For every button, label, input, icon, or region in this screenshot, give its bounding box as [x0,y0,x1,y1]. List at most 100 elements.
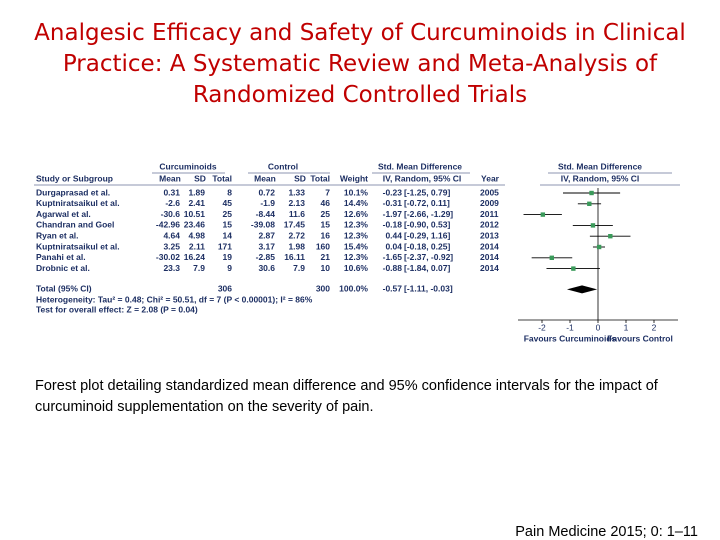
effect-marker [608,234,613,239]
cell: 2.72 [288,230,305,240]
column-header: IV, Random, 95% CI [561,173,640,183]
column-header: SD [194,173,206,183]
caption: Forest plot detailing standardized mean … [35,378,658,415]
cell: -30.02 [156,252,180,262]
cell: 3.17 [258,241,275,251]
study-name: Total (95% CI) [36,284,92,294]
favours-label: Favours Control [607,333,673,343]
cell: -0.88 [383,263,403,273]
cell: 12.3% [344,252,369,262]
effect-marker [589,190,594,196]
cell: -30.6 [161,209,181,219]
cell: 17.45 [284,220,306,230]
cell: 8 [227,187,232,197]
tick-label: 1 [624,322,629,332]
cell: 16 [321,230,331,240]
cell: 2012 [480,220,499,230]
effect-marker [549,255,554,260]
cell: 0.04 [385,241,402,251]
cell: 23.3 [163,263,180,273]
column-header: Total [212,173,232,183]
cell: 2014 [480,241,499,251]
cell: -1.9 [260,198,275,208]
cell: 7.9 [193,263,205,273]
cell: 12.6% [344,209,369,219]
cell: 1.89 [188,187,205,197]
citation: Pain Medicine 2015; 0: 1–11 [515,524,698,540]
cell: [-1.84, 0.07] [404,263,450,273]
cell: 2.87 [258,230,275,240]
cell: 9 [227,263,232,273]
cell: 306 [218,284,232,294]
cell: 2014 [480,252,499,262]
cell: [-0.90, 0.53] [404,220,450,230]
cell: 12.3% [344,230,369,240]
effect-marker [571,266,576,271]
cell: -0.57 [383,284,403,294]
cell: [-0.29, 1.16] [404,230,450,240]
study-name: Kuptniratsaikul et al. [36,241,120,251]
cell: 19 [223,252,233,262]
cell: -1.65 [383,252,403,262]
cell: 0.44 [385,230,402,240]
cell: -0.31 [383,198,403,208]
effect-marker [590,223,596,228]
cell: [-1.25, 0.79] [404,187,450,197]
study-name: Durgaprasad et al. [36,187,110,197]
cell: Curcuminoids [159,161,216,171]
cell: 0.72 [258,187,275,197]
cell: 30.6 [258,263,275,273]
cell: 2.13 [288,198,305,208]
study-name: Agarwal et al. [36,209,91,219]
cell: 4.98 [188,230,205,240]
cell: 14.4% [344,198,369,208]
study-name: Kuptniratsaikul et al. [36,198,120,208]
cell: -0.18 [383,220,403,230]
cell: 2013 [480,230,499,240]
cell: 171 [218,241,232,251]
cell: 7 [325,187,330,197]
column-header: Mean [159,173,181,183]
tick-label: -2 [538,322,546,332]
cell: [-1.11, -0.03] [404,284,453,294]
column-header: Total [310,173,330,183]
cell: 4.64 [163,230,180,240]
forest-plot: Curcuminoids Control Std. Mean Difference S… [34,161,680,343]
cell: 25 [223,209,233,219]
cell: Std. Mean Difference [378,161,462,171]
cell: [-0.18, 0.25] [404,241,450,251]
cell: -42.96 [156,220,180,230]
tick-label: -1 [566,322,574,332]
cell: 16.11 [284,252,305,262]
favours-label: Favours Curcuminoids [524,333,617,343]
cell: 16.24 [184,252,206,262]
cell: -1.97 [383,209,403,219]
cell: 46 [321,198,331,208]
cell: 100.0% [339,284,368,294]
cell: -2.6 [165,198,180,208]
cell: -2.85 [256,252,276,262]
cell: -0.23 [383,187,403,197]
column-header: Year [481,173,500,183]
column-header: SD [294,173,306,183]
cell: 2011 [480,209,499,219]
column-header: IV, Random, 95% CI [383,173,462,183]
cell: -8.44 [256,209,276,219]
cell: 1.98 [288,241,305,251]
column-header: Mean [254,173,276,183]
cell: 14 [223,230,233,240]
cell: Control [268,161,298,171]
cell: 2.11 [189,241,205,251]
cell: 300 [316,284,330,294]
cell: 3.25 [163,241,180,251]
effect-marker [587,201,592,206]
cell: 0.31 [163,187,180,197]
heterogeneity: Heterogeneity: Tau² = 0.48; Chi² = 50.51… [36,295,313,305]
cell: 160 [316,241,330,251]
cell: 12.3% [344,220,369,230]
tick-label: 0 [596,322,601,332]
cell: 2014 [480,263,499,273]
cell: 15 [321,220,331,230]
cell: 25 [321,209,331,219]
